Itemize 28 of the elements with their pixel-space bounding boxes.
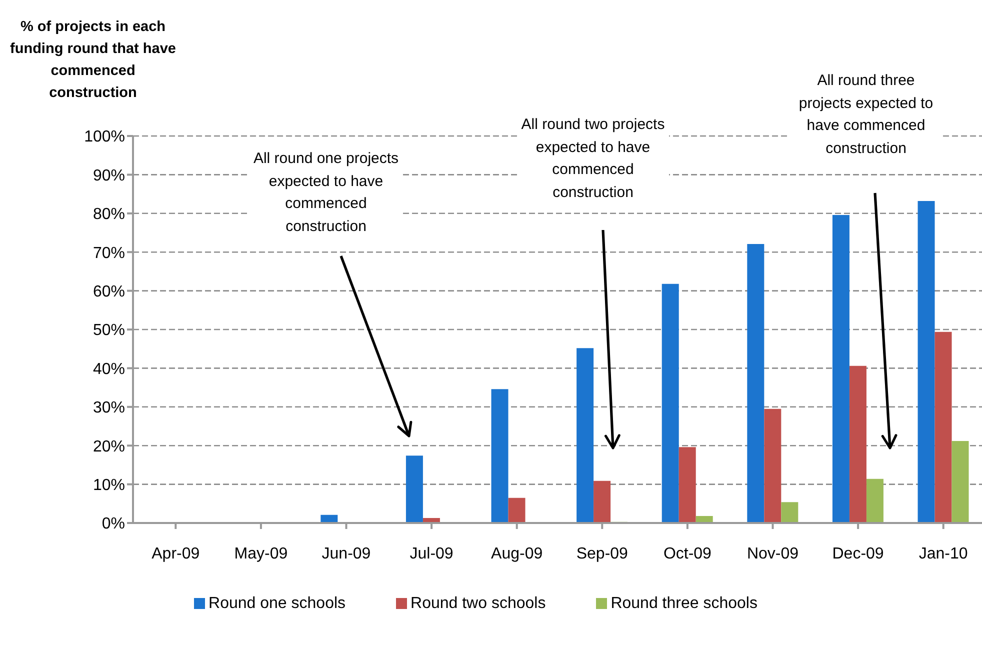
y-tick-label: 70% <box>92 244 125 262</box>
legend-label: Round two schools <box>410 595 546 612</box>
x-tick-label: Aug-09 <box>491 545 543 562</box>
y-tick-label: 60% <box>92 283 125 300</box>
legend-label: Round one schools <box>208 595 346 612</box>
y-tick-label: 100% <box>84 128 125 146</box>
x-tick-label: May-09 <box>234 545 288 562</box>
x-tick-label: Apr-09 <box>152 545 200 562</box>
y-tick-label: 40% <box>92 360 125 378</box>
legend-label: Round three schools <box>610 595 758 612</box>
y-tick-label: 50% <box>92 322 125 340</box>
annotation: All round one projects expected to have commenced construction <box>250 148 402 238</box>
y-tick-label: 90% <box>92 167 125 184</box>
y-tick-label: 30% <box>92 400 125 417</box>
y-tick-label: 80% <box>92 206 125 224</box>
y-tick-label: 20% <box>92 438 125 456</box>
x-tick-label: Jan-10 <box>918 545 968 562</box>
x-tick-label: Sep-09 <box>576 545 628 562</box>
y-tick-label: 10% <box>92 476 125 494</box>
x-tick-label: Oct-09 <box>663 545 712 562</box>
y-axis-title: % of projects in each funding round that have commenced construction <box>9 18 177 103</box>
x-tick-label: Nov-09 <box>746 545 799 562</box>
x-tick-label: Jun-09 <box>322 545 371 562</box>
x-tick-label: Jul-09 <box>410 545 454 562</box>
y-tick-label: 0% <box>102 516 125 533</box>
annotation: All round two projects expected to have commenced construction <box>517 114 669 204</box>
x-tick-label: Dec-09 <box>832 545 884 562</box>
annotation: All round three projects expected to have commenced construction <box>790 70 942 160</box>
